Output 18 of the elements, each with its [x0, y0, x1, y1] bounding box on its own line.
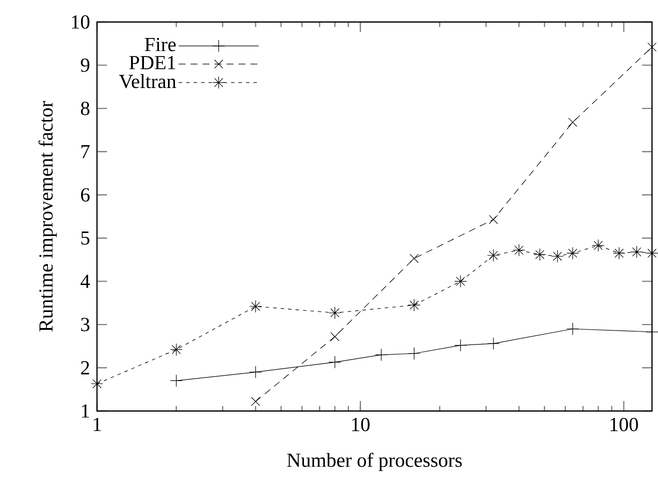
y-tick-label: 7	[82, 145, 90, 158]
x-tick-label: 10	[352, 418, 370, 432]
y-tick-label: 6	[81, 188, 90, 202]
y-tick-label: 1	[82, 404, 89, 418]
x-axis-title: Number of processors	[287, 452, 462, 472]
y-tick-label: 3	[81, 318, 90, 332]
y-tick-label: 4	[80, 274, 90, 288]
y-axis-title: Runtime improvement factor	[38, 100, 57, 332]
y-tick-label: 5	[81, 231, 90, 245]
y-tick-label: 2	[81, 361, 90, 374]
y-tick-label: 10	[72, 15, 90, 29]
y-tick-label: 8	[80, 102, 90, 116]
legend-label: Fire	[144, 38, 176, 52]
legend-label: Veltran	[119, 74, 176, 88]
x-tick-label: 1	[94, 418, 101, 431]
legend-label: PDE1	[129, 56, 176, 70]
x-tick-label: 100	[610, 418, 638, 432]
y-tick-label: 9	[80, 58, 90, 72]
